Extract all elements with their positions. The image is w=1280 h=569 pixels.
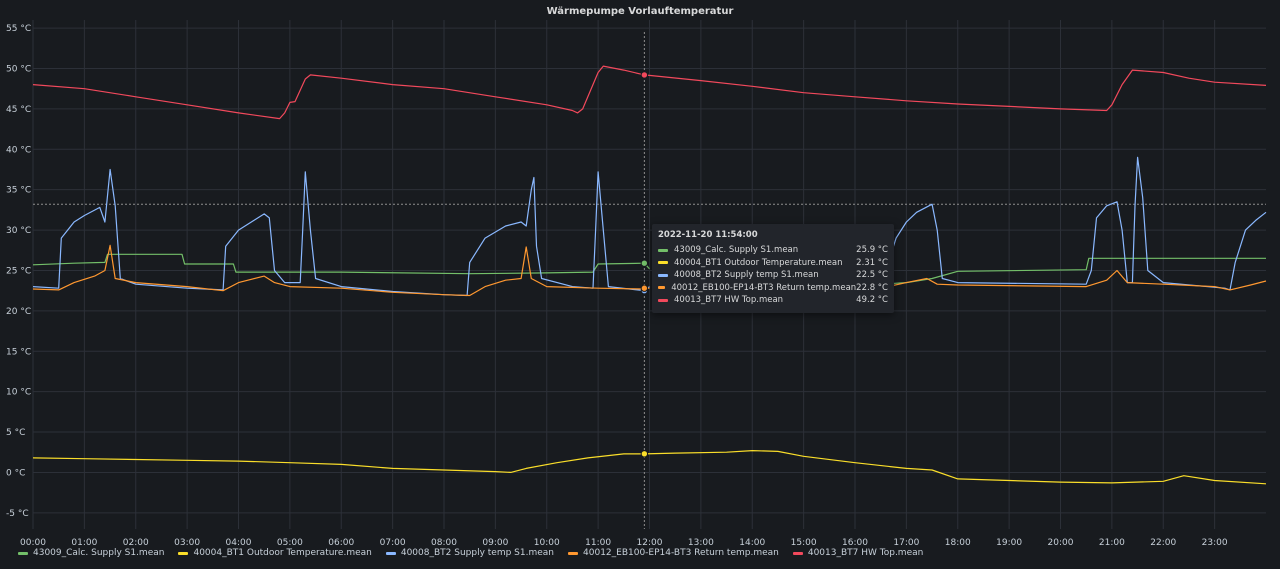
tooltip-row: 40013_BT7 HW Top.mean 49.2 °C (658, 294, 888, 307)
hover-point-4 (640, 71, 649, 79)
tooltip-series-name: 40013_BT7 HW Top.mean (674, 295, 784, 306)
y-tick-label: 10 °C (6, 388, 31, 398)
hover-point-3 (640, 284, 649, 292)
y-tick-label: 0 °C (6, 468, 25, 478)
tooltip-swatch (658, 286, 666, 290)
legend-item[interactable]: 40013_BT7 HW Top.mean (792, 548, 924, 558)
x-tick-label: 15:00 (791, 538, 817, 548)
y-tick-label: 25 °C (6, 266, 31, 276)
legend-swatch (792, 551, 803, 555)
x-tick-label: 10:00 (534, 538, 560, 548)
tooltip-series-value: 22.5 °C (856, 270, 888, 281)
tooltip-series-value: 22.8 °C (856, 282, 888, 293)
x-tick-label: 12:00 (637, 538, 663, 548)
legend-item[interactable]: 40008_BT2 Supply temp S1.mean (385, 548, 555, 558)
tooltip-swatch (658, 261, 668, 265)
tooltip-swatch (658, 248, 668, 252)
legend-label: 43009_Calc. Supply S1.mean (33, 548, 165, 558)
hover-point-1 (640, 450, 649, 458)
y-tick-label: 30 °C (6, 226, 31, 236)
panel-title: Wärmepumpe Vorlauftemperatur (546, 6, 734, 17)
y-tick-label: 35 °C (6, 186, 31, 196)
x-tick-label: 14:00 (739, 538, 765, 548)
x-tick-label: 16:00 (842, 538, 868, 548)
x-tick-label: 08:00 (431, 538, 457, 548)
series-line-3 (32, 244, 1267, 297)
x-tick-label: 02:00 (123, 538, 149, 548)
tooltip-series-name: 40012_EB100-EP14-BT3 Return temp.mean (671, 282, 857, 293)
tooltip-series-name: 43009_Calc. Supply S1.mean (674, 245, 799, 256)
x-tick-label: 03:00 (174, 538, 200, 548)
y-tick-label: 5 °C (6, 428, 25, 438)
x-tick-label: 05:00 (277, 538, 303, 548)
tooltip-row: 40012_EB100-EP14-BT3 Return temp.mean 22.… (658, 282, 888, 295)
x-tick-label: 17:00 (893, 538, 919, 548)
x-tick-label: 23:00 (1202, 538, 1228, 548)
hover-point-0 (640, 259, 649, 267)
y-tick-label: 20 °C (6, 307, 31, 317)
series-line-1 (32, 450, 1267, 485)
x-tick-label: 21:00 (1099, 538, 1125, 548)
series-line-4 (32, 65, 1267, 120)
tooltip-series-value: 25.9 °C (856, 245, 888, 256)
chart-legend: 43009_Calc. Supply S1.mean 40004_BT1 Outd… (18, 548, 923, 558)
legend-label: 40008_BT2 Supply temp S1.mean (400, 548, 555, 558)
hover-tooltip: 2022-11-20 11:54:00 43009_Calc. Supply S… (652, 224, 894, 313)
tooltip-row: 43009_Calc. Supply S1.mean 25.9 °C (658, 244, 888, 257)
y-tick-label: 55 °C (6, 24, 31, 34)
tooltip-time: 2022-11-20 11:54:00 (658, 230, 758, 240)
y-tick-label: 50 °C (6, 64, 31, 74)
tooltip-series-name: 40008_BT2 Supply temp S1.mean (674, 270, 819, 281)
x-tick-label: 00:00 (20, 538, 46, 548)
legend-label: 40013_BT7 HW Top.mean (807, 548, 924, 558)
y-tick-label: 45 °C (6, 105, 31, 115)
x-tick-label: 13:00 (688, 538, 714, 548)
legend-item[interactable]: 40004_BT1 Outdoor Temperature.mean (178, 548, 372, 558)
x-tick-label: 19:00 (996, 538, 1022, 548)
legend-label: 40004_BT1 Outdoor Temperature.mean (193, 548, 372, 558)
tooltip-swatch (658, 273, 668, 277)
legend-swatch (385, 551, 396, 555)
tooltip-series-value: 49.2 °C (856, 295, 888, 306)
y-tick-label: 40 °C (6, 145, 31, 155)
y-tick-label: 15 °C (6, 347, 31, 357)
x-tick-label: 22:00 (1150, 538, 1176, 548)
legend-label: 40012_EB100-EP14-BT3 Return temp.mean (583, 548, 779, 558)
x-tick-label: 04:00 (226, 538, 252, 548)
legend-swatch (18, 551, 28, 555)
tooltip-series-value: 2.31 °C (856, 257, 888, 268)
x-tick-label: 11:00 (585, 538, 611, 548)
legend-swatch (178, 551, 189, 555)
x-tick-label: 09:00 (482, 538, 508, 548)
tooltip-row: 40008_BT2 Supply temp S1.mean 22.5 °C (658, 269, 888, 282)
tooltip-swatch (658, 298, 668, 302)
x-tick-label: 07:00 (380, 538, 406, 548)
tooltip-series-name: 40004_BT1 Outdoor Temperature.mean (674, 257, 843, 268)
x-tick-label: 20:00 (1048, 538, 1074, 548)
x-tick-label: 01:00 (71, 538, 97, 548)
tooltip-row: 40004_BT1 Outdoor Temperature.mean 2.31 °… (658, 257, 888, 270)
legend-item[interactable]: 40012_EB100-EP14-BT3 Return temp.mean (568, 548, 779, 558)
x-tick-label: 18:00 (945, 538, 971, 548)
x-tick-label: 06:00 (328, 538, 354, 548)
y-tick-label: -5 °C (6, 509, 29, 519)
legend-item[interactable]: 43009_Calc. Supply S1.mean (18, 548, 164, 558)
legend-swatch (568, 551, 579, 555)
